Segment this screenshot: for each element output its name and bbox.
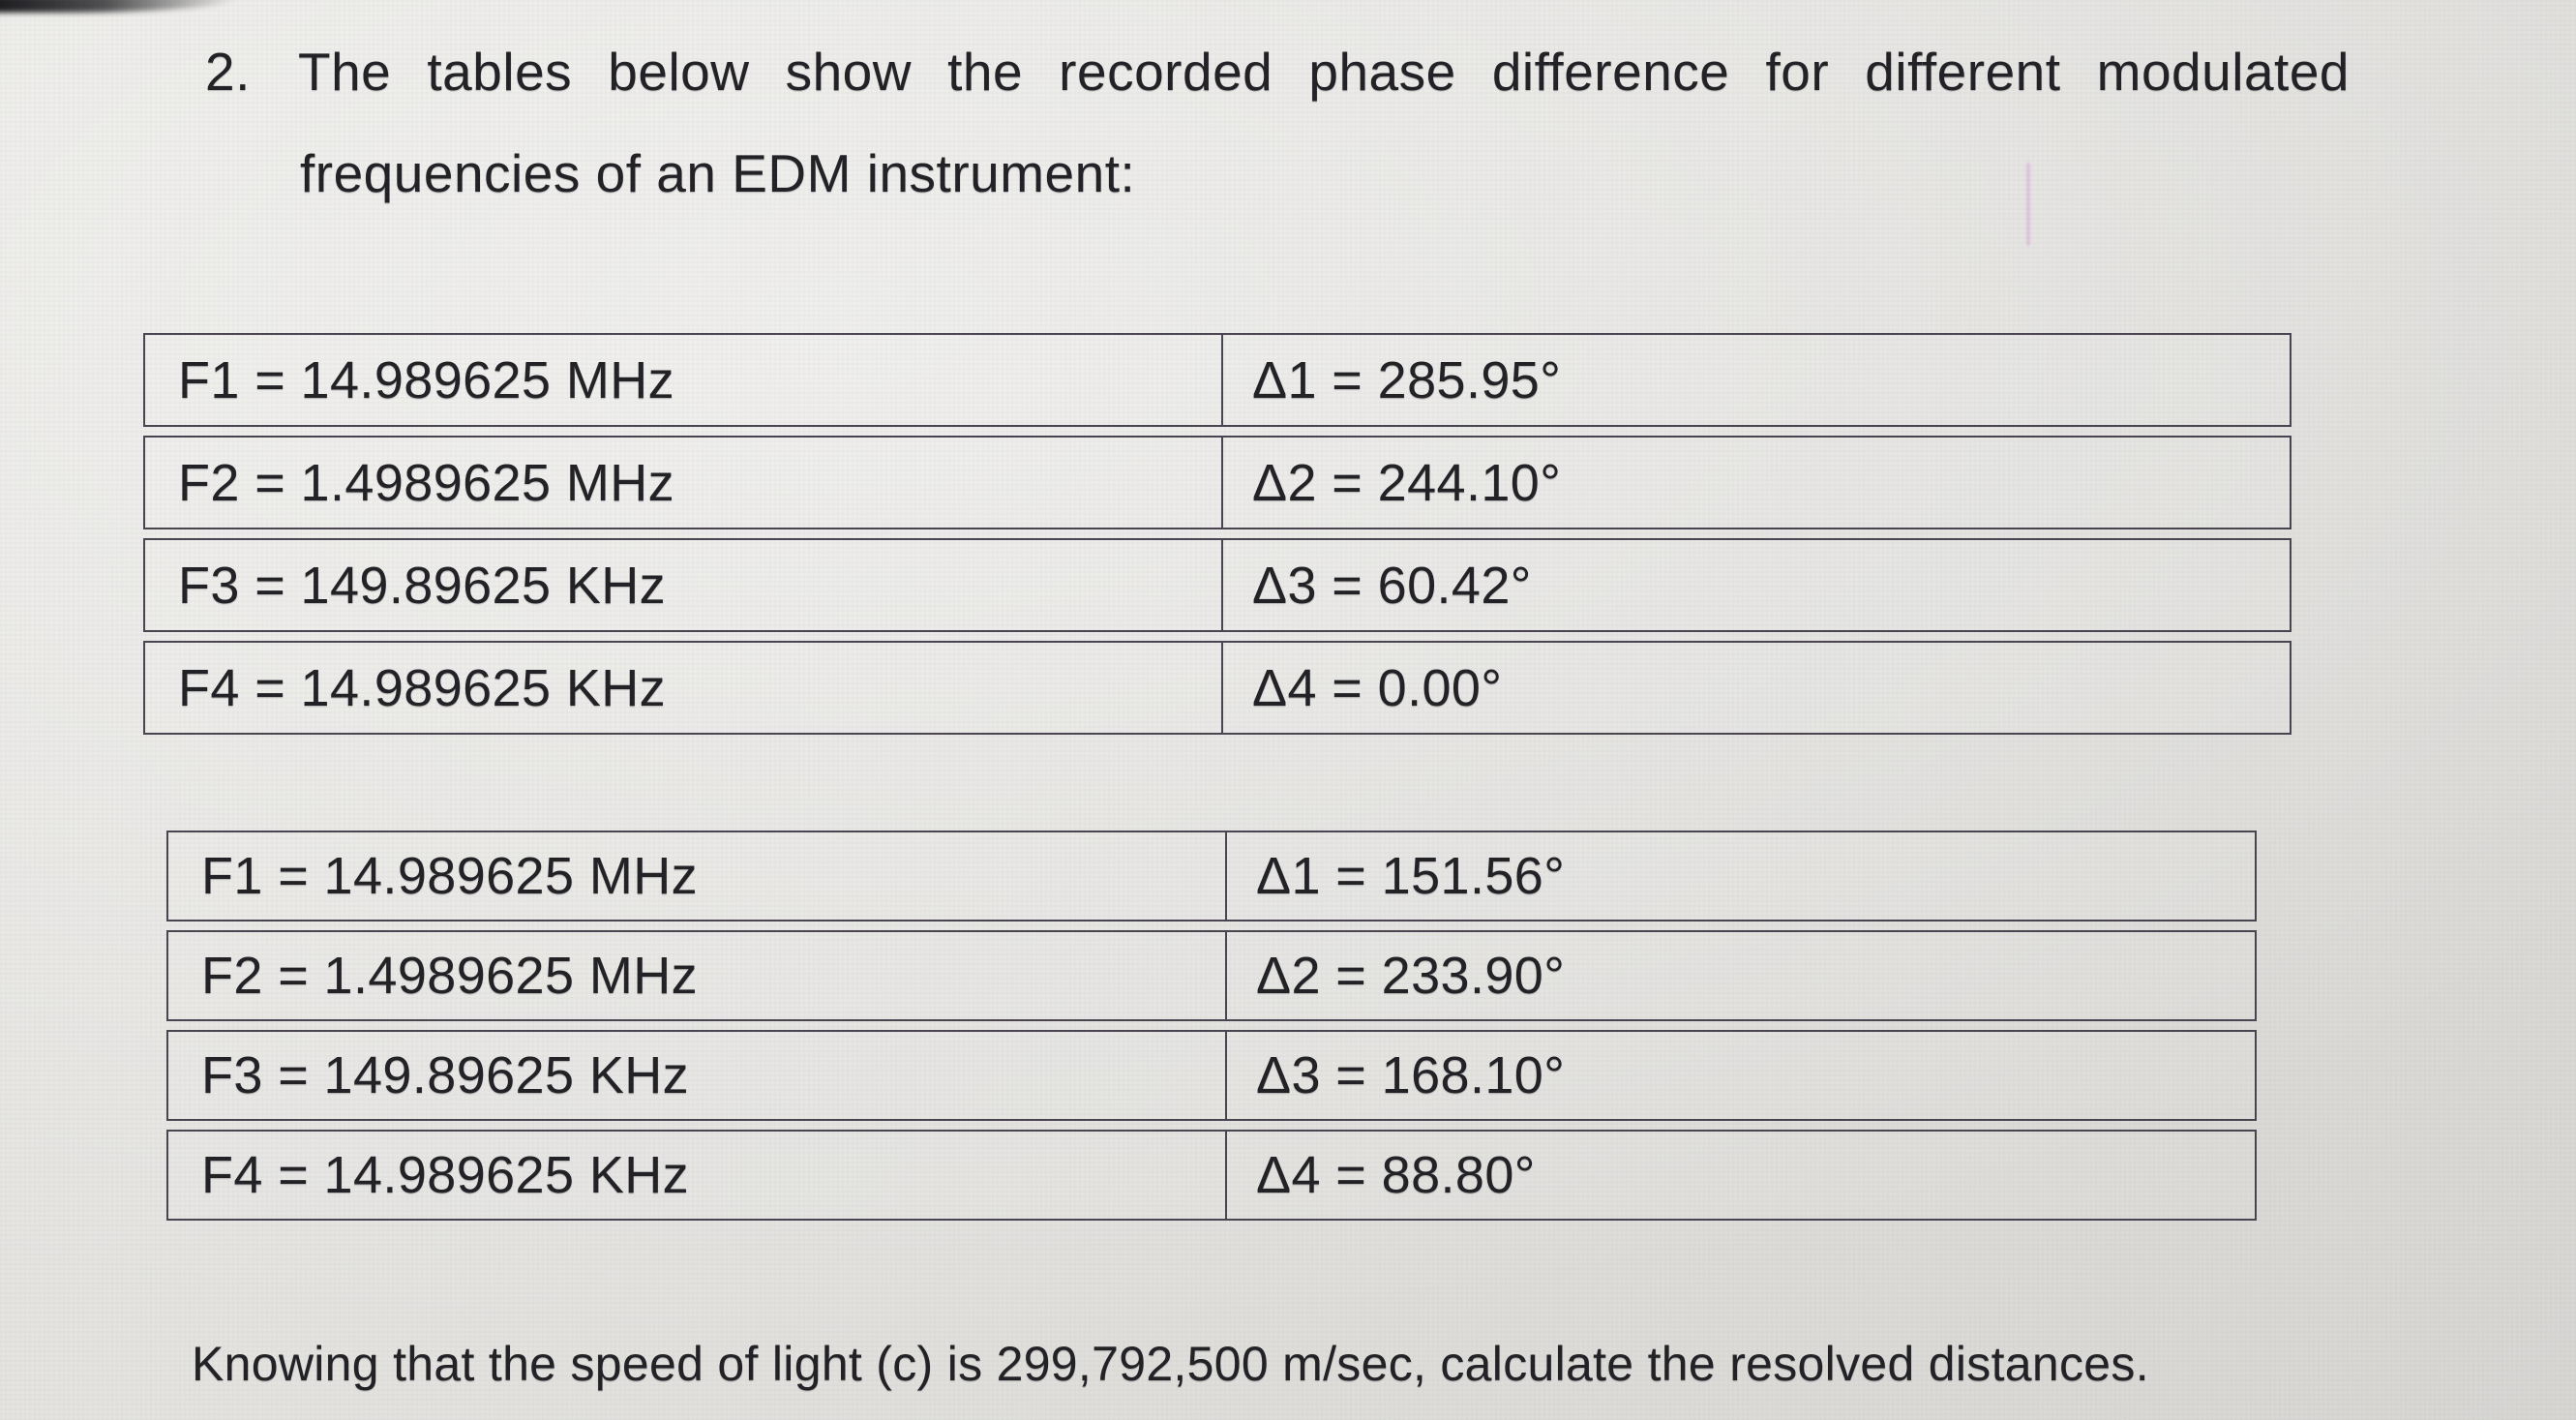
- question-text-line-1: The tables below show the recorded phase…: [298, 42, 2350, 102]
- table-row: F4 = 14.989625 KHz Δ4 = 88.80°: [166, 1130, 2257, 1221]
- frequency-cell: F4 = 14.989625 KHz: [168, 1132, 1227, 1219]
- photo-edge-artifact: [0, 0, 247, 13]
- frequency-cell: F1 = 14.989625 MHz: [168, 832, 1227, 920]
- phase-table-1: F1 = 14.989625 MHz Δ1 = 285.95° F2 = 1.4…: [143, 333, 2291, 735]
- table-row: F4 = 14.989625 KHz Δ4 = 0.00°: [143, 641, 2291, 735]
- table-row: F2 = 1.4989625 MHz Δ2 = 244.10°: [143, 436, 2291, 529]
- question-text-line-2: frequencies of an EDM instrument:: [300, 143, 1136, 203]
- phase-table-2: F1 = 14.989625 MHz Δ1 = 151.56° F2 = 1.4…: [166, 831, 2257, 1221]
- phase-cell: Δ4 = 0.00°: [1252, 658, 1503, 717]
- frequency-cell: F2 = 1.4989625 MHz: [168, 932, 1227, 1019]
- phase-cell: Δ3 = 60.42°: [1252, 556, 1532, 615]
- footer-instruction: Knowing that the speed of light (c) is 2…: [192, 1337, 2149, 1391]
- frequency-cell: F3 = 149.89625 KHz: [168, 1032, 1227, 1119]
- table-row: F1 = 14.989625 MHz Δ1 = 151.56°: [166, 831, 2257, 921]
- phase-cell: Δ4 = 88.80°: [1256, 1146, 1536, 1204]
- table-row: F3 = 149.89625 KHz Δ3 = 168.10°: [166, 1030, 2257, 1121]
- phase-cell: Δ1 = 285.95°: [1252, 350, 1562, 409]
- table-row: F2 = 1.4989625 MHz Δ2 = 233.90°: [166, 930, 2257, 1021]
- phase-cell: Δ1 = 151.56°: [1256, 847, 1566, 905]
- frequency-cell: F2 = 1.4989625 MHz: [145, 438, 1223, 528]
- question-number: 2.: [205, 42, 251, 102]
- pink-smudge-artifact: [2026, 163, 2030, 246]
- table-row: F3 = 149.89625 KHz Δ3 = 60.42°: [143, 538, 2291, 632]
- table-row: F1 = 14.989625 MHz Δ1 = 285.95°: [143, 333, 2291, 427]
- frequency-cell: F4 = 14.989625 KHz: [145, 643, 1223, 733]
- phase-cell: Δ3 = 168.10°: [1256, 1046, 1566, 1104]
- frequency-cell: F1 = 14.989625 MHz: [145, 335, 1223, 425]
- phase-cell: Δ2 = 244.10°: [1252, 453, 1562, 512]
- frequency-cell: F3 = 149.89625 KHz: [145, 540, 1223, 630]
- phase-cell: Δ2 = 233.90°: [1256, 947, 1566, 1005]
